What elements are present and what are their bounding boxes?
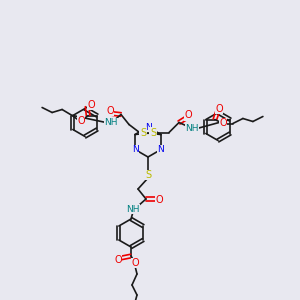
Text: O: O <box>219 118 227 128</box>
Text: NH: NH <box>185 124 199 133</box>
Text: O: O <box>155 195 163 205</box>
Text: N: N <box>145 122 152 131</box>
Text: N: N <box>158 145 164 154</box>
Text: O: O <box>131 258 139 268</box>
Text: O: O <box>184 110 192 121</box>
Text: NH: NH <box>126 205 140 214</box>
Text: S: S <box>140 128 146 137</box>
Text: NH: NH <box>104 118 118 127</box>
Text: O: O <box>77 116 85 125</box>
Text: O: O <box>106 106 114 116</box>
Text: S: S <box>150 128 156 137</box>
Text: O: O <box>215 103 223 113</box>
Text: S: S <box>145 170 151 180</box>
Text: O: O <box>87 100 95 110</box>
Text: O: O <box>114 255 122 265</box>
Text: N: N <box>132 145 138 154</box>
